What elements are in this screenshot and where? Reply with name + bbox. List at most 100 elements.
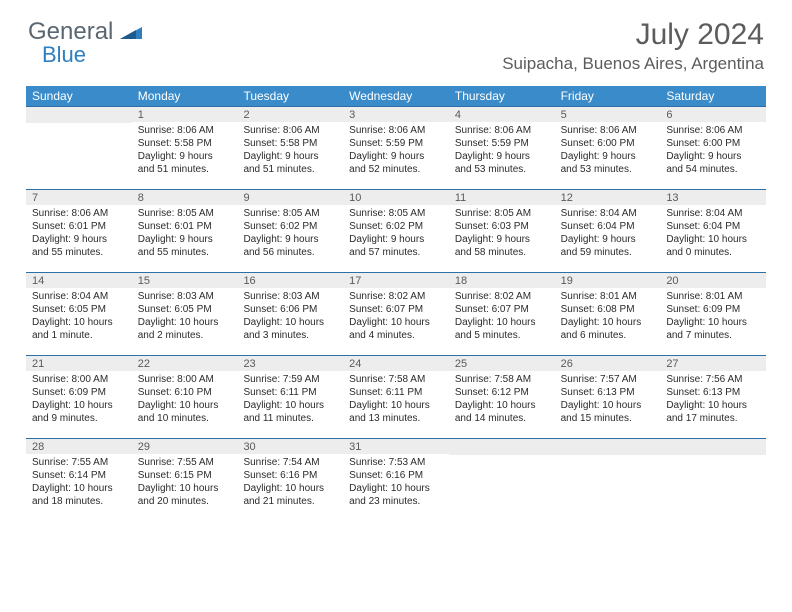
sunset-text: Sunset: 5:58 PM (243, 137, 337, 150)
day-body: Sunrise: 8:05 AMSunset: 6:01 PMDaylight:… (132, 205, 238, 263)
location: Suipacha, Buenos Aires, Argentina (502, 54, 764, 74)
weekday-header: Wednesday (343, 86, 449, 106)
day-body: Sunrise: 8:06 AMSunset: 5:59 PMDaylight:… (343, 122, 449, 180)
daynum-row: 23 (237, 356, 343, 371)
sunrise-text: Sunrise: 8:02 AM (455, 290, 549, 303)
sunset-text: Sunset: 6:11 PM (349, 386, 443, 399)
daylight-text: Daylight: 9 hours and 54 minutes. (666, 150, 760, 176)
week-row: 7Sunrise: 8:06 AMSunset: 6:01 PMDaylight… (26, 189, 766, 272)
sunrise-text: Sunrise: 7:57 AM (561, 373, 655, 386)
day-cell: 26Sunrise: 7:57 AMSunset: 6:13 PMDayligh… (555, 356, 661, 438)
weekday-header: Saturday (660, 86, 766, 106)
day-cell: 13Sunrise: 8:04 AMSunset: 6:04 PMDayligh… (660, 190, 766, 272)
sunrise-text: Sunrise: 7:56 AM (666, 373, 760, 386)
daylight-text: Daylight: 10 hours and 3 minutes. (243, 316, 337, 342)
day-number: 15 (138, 275, 150, 287)
day-cell: 27Sunrise: 7:56 AMSunset: 6:13 PMDayligh… (660, 356, 766, 438)
daynum-row (26, 107, 132, 123)
sunset-text: Sunset: 6:05 PM (138, 303, 232, 316)
day-body (660, 455, 766, 461)
logo-text-general: General (28, 18, 113, 45)
day-cell: 30Sunrise: 7:54 AMSunset: 6:16 PMDayligh… (237, 439, 343, 521)
day-body: Sunrise: 7:55 AMSunset: 6:14 PMDaylight:… (26, 454, 132, 512)
daynum-row: 12 (555, 190, 661, 205)
sunset-text: Sunset: 6:11 PM (243, 386, 337, 399)
sunrise-text: Sunrise: 8:06 AM (666, 124, 760, 137)
sunset-text: Sunset: 6:04 PM (561, 220, 655, 233)
day-body: Sunrise: 8:05 AMSunset: 6:03 PMDaylight:… (449, 205, 555, 263)
logo-text-blue: Blue (42, 42, 142, 68)
week-row: 21Sunrise: 8:00 AMSunset: 6:09 PMDayligh… (26, 355, 766, 438)
weekday-header: Tuesday (237, 86, 343, 106)
daylight-text: Daylight: 9 hours and 58 minutes. (455, 233, 549, 259)
day-body: Sunrise: 7:54 AMSunset: 6:16 PMDaylight:… (237, 454, 343, 512)
daylight-text: Daylight: 9 hours and 53 minutes. (561, 150, 655, 176)
day-cell: 8Sunrise: 8:05 AMSunset: 6:01 PMDaylight… (132, 190, 238, 272)
day-number: 1 (138, 109, 144, 121)
day-body: Sunrise: 8:00 AMSunset: 6:10 PMDaylight:… (132, 371, 238, 429)
sunset-text: Sunset: 6:08 PM (561, 303, 655, 316)
day-body: Sunrise: 7:58 AMSunset: 6:11 PMDaylight:… (343, 371, 449, 429)
day-number: 11 (455, 192, 466, 204)
daynum-row: 13 (660, 190, 766, 205)
sunset-text: Sunset: 6:06 PM (243, 303, 337, 316)
daylight-text: Daylight: 10 hours and 2 minutes. (138, 316, 232, 342)
daynum-row: 20 (660, 273, 766, 288)
day-cell: 12Sunrise: 8:04 AMSunset: 6:04 PMDayligh… (555, 190, 661, 272)
daynum-row: 16 (237, 273, 343, 288)
sunset-text: Sunset: 6:03 PM (455, 220, 549, 233)
day-number: 25 (455, 358, 467, 370)
day-body (449, 455, 555, 461)
sunrise-text: Sunrise: 8:06 AM (561, 124, 655, 137)
day-cell: 11Sunrise: 8:05 AMSunset: 6:03 PMDayligh… (449, 190, 555, 272)
sunset-text: Sunset: 6:01 PM (138, 220, 232, 233)
day-cell (26, 107, 132, 189)
day-body: Sunrise: 8:02 AMSunset: 6:07 PMDaylight:… (449, 288, 555, 346)
day-cell: 17Sunrise: 8:02 AMSunset: 6:07 PMDayligh… (343, 273, 449, 355)
daylight-text: Daylight: 9 hours and 51 minutes. (243, 150, 337, 176)
day-body: Sunrise: 8:00 AMSunset: 6:09 PMDaylight:… (26, 371, 132, 429)
daylight-text: Daylight: 10 hours and 20 minutes. (138, 482, 232, 508)
daylight-text: Daylight: 10 hours and 18 minutes. (32, 482, 126, 508)
day-number: 18 (455, 275, 467, 287)
daynum-row: 19 (555, 273, 661, 288)
day-number: 19 (561, 275, 573, 287)
sunset-text: Sunset: 6:04 PM (666, 220, 760, 233)
sunrise-text: Sunrise: 8:06 AM (349, 124, 443, 137)
day-number: 4 (455, 109, 461, 121)
day-body: Sunrise: 8:01 AMSunset: 6:08 PMDaylight:… (555, 288, 661, 346)
daynum-row: 3 (343, 107, 449, 122)
sunset-text: Sunset: 6:00 PM (561, 137, 655, 150)
daylight-text: Daylight: 9 hours and 55 minutes. (32, 233, 126, 259)
logo-triangle-icon (120, 26, 142, 43)
daylight-text: Daylight: 10 hours and 23 minutes. (349, 482, 443, 508)
sunrise-text: Sunrise: 8:05 AM (455, 207, 549, 220)
daynum-row: 5 (555, 107, 661, 122)
daylight-text: Daylight: 10 hours and 14 minutes. (455, 399, 549, 425)
daylight-text: Daylight: 9 hours and 55 minutes. (138, 233, 232, 259)
daynum-row: 30 (237, 439, 343, 454)
sunset-text: Sunset: 6:07 PM (455, 303, 549, 316)
day-number: 14 (32, 275, 44, 287)
sunrise-text: Sunrise: 8:01 AM (666, 290, 760, 303)
daynum-row: 22 (132, 356, 238, 371)
daylight-text: Daylight: 10 hours and 1 minute. (32, 316, 126, 342)
sunrise-text: Sunrise: 8:04 AM (666, 207, 760, 220)
day-body: Sunrise: 8:06 AMSunset: 5:59 PMDaylight:… (449, 122, 555, 180)
sunset-text: Sunset: 6:00 PM (666, 137, 760, 150)
day-number: 30 (243, 441, 255, 453)
day-number: 31 (349, 441, 361, 453)
weekday-header: Monday (132, 86, 238, 106)
daynum-row: 25 (449, 356, 555, 371)
sunset-text: Sunset: 5:58 PM (138, 137, 232, 150)
day-body: Sunrise: 8:04 AMSunset: 6:04 PMDaylight:… (660, 205, 766, 263)
day-number: 8 (138, 192, 144, 204)
day-body (555, 455, 661, 461)
day-number: 12 (561, 192, 573, 204)
daynum-row: 2 (237, 107, 343, 122)
day-cell: 31Sunrise: 7:53 AMSunset: 6:16 PMDayligh… (343, 439, 449, 521)
day-number: 2 (243, 109, 249, 121)
sunrise-text: Sunrise: 8:06 AM (138, 124, 232, 137)
day-cell (555, 439, 661, 521)
day-cell: 14Sunrise: 8:04 AMSunset: 6:05 PMDayligh… (26, 273, 132, 355)
